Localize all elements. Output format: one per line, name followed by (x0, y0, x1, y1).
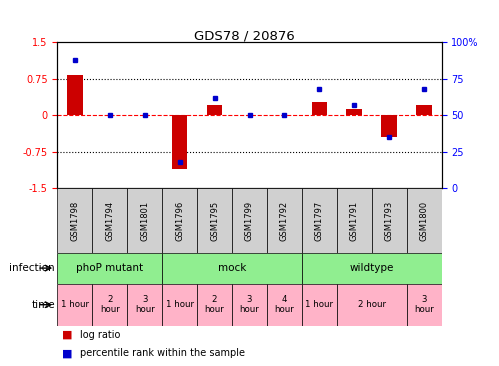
FancyBboxPatch shape (337, 188, 372, 253)
Text: ■: ■ (62, 330, 73, 340)
FancyBboxPatch shape (197, 188, 232, 253)
FancyBboxPatch shape (57, 188, 92, 253)
FancyBboxPatch shape (232, 284, 267, 326)
Text: 1 hour: 1 hour (166, 300, 194, 309)
Text: GDS78 / 20876: GDS78 / 20876 (194, 29, 295, 42)
FancyBboxPatch shape (57, 284, 92, 326)
FancyBboxPatch shape (337, 284, 407, 326)
Text: 3
hour: 3 hour (414, 295, 434, 314)
Text: percentile rank within the sample: percentile rank within the sample (80, 348, 245, 358)
Text: 2
hour: 2 hour (100, 295, 120, 314)
Text: GSM1794: GSM1794 (105, 201, 114, 240)
Text: 2
hour: 2 hour (205, 295, 225, 314)
FancyBboxPatch shape (267, 188, 302, 253)
Text: wildtype: wildtype (350, 263, 394, 273)
FancyBboxPatch shape (162, 253, 302, 284)
Text: 4
hour: 4 hour (274, 295, 294, 314)
Bar (381, 115, 397, 137)
Text: mock: mock (218, 263, 246, 273)
Bar (207, 105, 223, 115)
FancyBboxPatch shape (57, 253, 162, 284)
FancyBboxPatch shape (162, 188, 197, 253)
FancyBboxPatch shape (302, 253, 442, 284)
FancyBboxPatch shape (372, 188, 407, 253)
Bar (416, 105, 432, 115)
Text: GSM1801: GSM1801 (140, 201, 149, 240)
Text: 1 hour: 1 hour (61, 300, 89, 309)
Text: log ratio: log ratio (80, 330, 120, 340)
Bar (346, 109, 362, 115)
Bar (172, 115, 188, 169)
FancyBboxPatch shape (267, 284, 302, 326)
Text: GSM1800: GSM1800 (420, 201, 429, 240)
Bar (67, 75, 83, 115)
Text: 3
hour: 3 hour (240, 295, 259, 314)
FancyBboxPatch shape (92, 188, 127, 253)
Text: GSM1791: GSM1791 (350, 201, 359, 240)
Text: GSM1792: GSM1792 (280, 201, 289, 240)
FancyBboxPatch shape (162, 284, 197, 326)
FancyBboxPatch shape (302, 284, 337, 326)
FancyBboxPatch shape (232, 188, 267, 253)
FancyBboxPatch shape (197, 284, 232, 326)
Text: 2 hour: 2 hour (358, 300, 386, 309)
FancyBboxPatch shape (127, 284, 162, 326)
Text: infection: infection (9, 263, 55, 273)
Text: GSM1793: GSM1793 (385, 201, 394, 240)
FancyBboxPatch shape (407, 188, 442, 253)
Text: GSM1797: GSM1797 (315, 201, 324, 240)
Text: ■: ■ (62, 348, 73, 358)
Bar (311, 102, 327, 115)
Text: time: time (31, 300, 55, 310)
Text: 3
hour: 3 hour (135, 295, 155, 314)
Text: GSM1795: GSM1795 (210, 201, 219, 240)
FancyBboxPatch shape (407, 284, 442, 326)
Text: GSM1796: GSM1796 (175, 201, 184, 240)
FancyBboxPatch shape (92, 284, 127, 326)
Text: GSM1798: GSM1798 (70, 201, 79, 240)
Text: 1 hour: 1 hour (305, 300, 333, 309)
FancyBboxPatch shape (302, 188, 337, 253)
Text: phoP mutant: phoP mutant (76, 263, 143, 273)
Text: GSM1799: GSM1799 (245, 201, 254, 240)
FancyBboxPatch shape (127, 188, 162, 253)
